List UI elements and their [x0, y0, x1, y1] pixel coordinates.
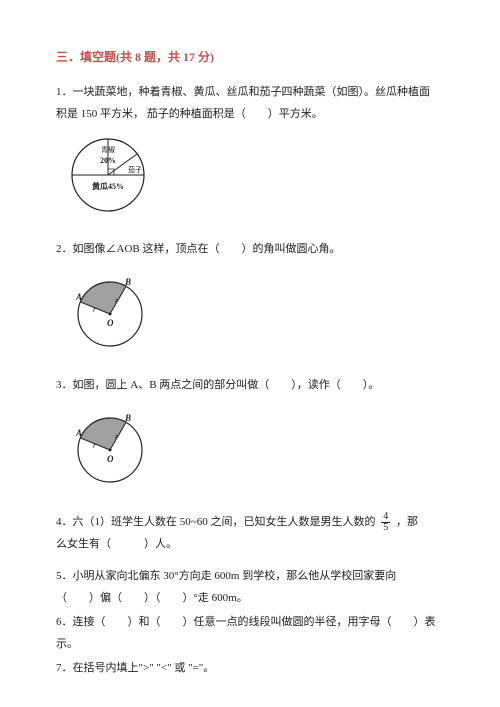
question-5: 5．小明从家向北偏东 30°方向走 600m 到学校，那么他从学校回家要向 （ …	[56, 565, 444, 609]
question-3: 3．如图，圆上 A、B 两点之间的部分叫做（ ），读作（ ）。	[56, 374, 444, 396]
pie-pct-top: 20%	[100, 156, 116, 165]
q4-part-b: ，那	[396, 516, 418, 528]
pie-label-bottom: 黄瓜45%	[92, 181, 124, 191]
q6-line1: 6．连接（ ）和（ ）任意一点的线段叫做圆的半径，用字母（ ）表	[56, 611, 444, 633]
circle-arc-icon: A B O r r	[68, 406, 158, 488]
pie-label-top: 青椒	[101, 145, 115, 154]
pie-label-right: 茄子	[128, 165, 142, 174]
q5-line2: （ ）偏（ ）（ ）°走 600m。	[56, 587, 444, 609]
label-O: O	[107, 318, 114, 328]
circle-angle-icon: A B O r r	[68, 270, 158, 352]
pie-chart-icon: 青椒 20% 茄子 黄瓜45%	[68, 135, 156, 215]
q1-pie-figure: 青椒 20% 茄子 黄瓜45%	[68, 135, 444, 222]
q1-line2: 积是 150 平方米， 茄子的种植面积是（ ）平方米。	[56, 103, 444, 125]
question-6: 6．连接（ ）和（ ）任意一点的线段叫做圆的半径，用字母（ ）表 示。	[56, 611, 444, 655]
q5-line1: 5．小明从家向北偏东 30°方向走 600m 到学校，那么他从学校回家要向	[56, 565, 444, 587]
fraction: 4 5	[381, 512, 390, 533]
question-2: 2．如图像∠AOB 这样，顶点在（ ）的角叫做圆心角。	[56, 238, 444, 260]
question-7: 7．在括号内填上">" "<" 或 "="。	[56, 657, 444, 679]
question-1: 1．一块蔬菜地，种着青椒、黄瓜、丝瓜和茄子四种蔬菜（如图）。丝瓜种植面 积是 1…	[56, 81, 444, 125]
label-O2: O	[107, 454, 114, 464]
question-4: 4．六（1）班学生人数在 50~60 之间，已知女生人数是男生人数的 4 5 ，…	[56, 511, 444, 555]
label-B2: B	[124, 413, 131, 423]
q6-line2: 示。	[56, 633, 444, 655]
q2-circle-figure: A B O r r	[68, 270, 444, 359]
q1-line1: 1．一块蔬菜地，种着青椒、黄瓜、丝瓜和茄子四种蔬菜（如图）。丝瓜种植面	[56, 81, 444, 103]
q4-part-a: 4．六（1）班学生人数在 50~60 之间，已知女生人数是男生人数的	[56, 516, 375, 528]
section-title: 三．填空题(共 8 题，共 17 分)	[56, 48, 444, 67]
q4-part-c: 么女生有（ ）人。	[56, 533, 444, 555]
q3-circle-figure: A B O r r	[68, 406, 444, 495]
frac-den: 5	[381, 523, 390, 533]
label-A: A	[75, 292, 82, 302]
label-B: B	[124, 277, 131, 287]
label-A2: A	[75, 428, 82, 438]
